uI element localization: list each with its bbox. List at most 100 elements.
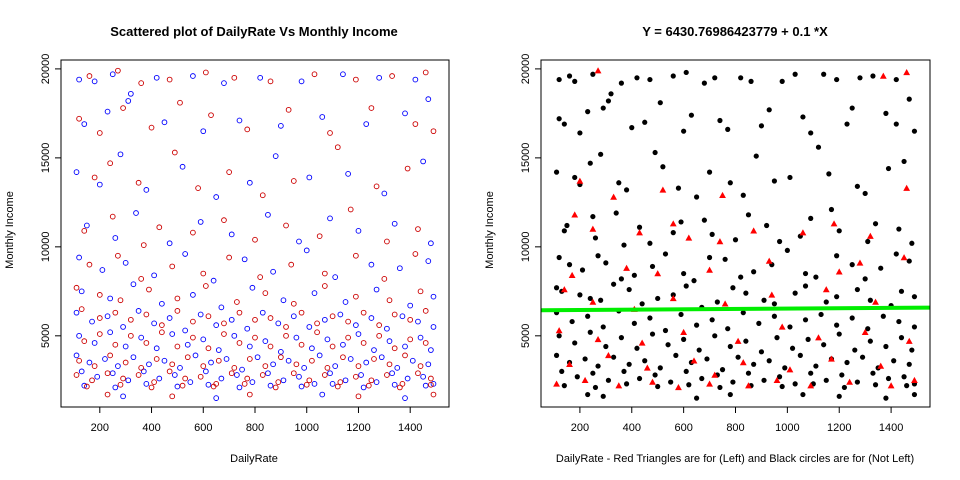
data-point <box>143 311 150 318</box>
data-point <box>73 352 80 359</box>
data-point <box>865 326 871 332</box>
data-point <box>409 357 416 364</box>
data-point <box>143 187 150 193</box>
data-point <box>76 332 82 339</box>
data-point <box>161 357 168 364</box>
data-point <box>792 71 798 77</box>
data-point <box>717 117 723 124</box>
data-point-triangle <box>903 69 911 76</box>
data-point <box>844 121 850 127</box>
data-point <box>358 372 364 378</box>
data-point <box>355 393 362 400</box>
data-point <box>402 343 408 350</box>
data-point-triangle <box>846 378 854 385</box>
data-point <box>709 231 715 237</box>
data-point <box>329 381 336 387</box>
data-point <box>712 333 718 339</box>
data-point-triangle <box>594 335 602 343</box>
right-chart: Y = 6430.76986423779 + 0.1 *X DailyRate … <box>484 24 931 465</box>
data-point <box>675 185 682 191</box>
data-point <box>368 377 375 384</box>
data-point <box>117 297 124 304</box>
data-point <box>649 331 656 337</box>
data-point <box>556 254 562 261</box>
data-point <box>605 377 612 383</box>
data-point-triangle <box>822 286 830 293</box>
data-point <box>288 261 295 268</box>
data-point <box>109 370 116 377</box>
data-point-triangle <box>786 366 794 373</box>
data-point <box>391 311 398 318</box>
data-point <box>272 384 279 391</box>
data-point <box>78 368 85 375</box>
data-point <box>751 361 757 367</box>
data-point <box>275 379 282 385</box>
data-point <box>151 272 157 279</box>
data-point <box>107 329 113 336</box>
data-point <box>556 333 562 339</box>
data-point <box>828 206 835 213</box>
data-point <box>611 281 617 287</box>
data-point <box>407 336 414 343</box>
data-point <box>683 283 689 289</box>
data-point <box>316 233 323 240</box>
data-point <box>642 358 648 364</box>
data-point <box>553 352 560 358</box>
data-point <box>73 284 80 291</box>
data-point <box>368 105 375 111</box>
data-point <box>670 73 676 79</box>
data-point <box>259 309 266 316</box>
data-point <box>771 301 778 307</box>
data-point-triangle <box>711 371 719 378</box>
data-point <box>691 278 697 284</box>
data-point <box>425 258 432 264</box>
data-point <box>422 69 429 76</box>
data-point <box>280 377 287 384</box>
data-point <box>727 391 733 398</box>
data-point <box>381 190 388 197</box>
data-point <box>290 178 297 184</box>
data-point <box>909 347 915 353</box>
data-point <box>135 308 142 314</box>
data-point <box>629 125 635 131</box>
data-point-triangle <box>856 259 864 266</box>
data-point <box>805 336 811 342</box>
data-point <box>577 130 583 136</box>
data-point <box>340 341 346 348</box>
data-point-triangle <box>669 295 677 302</box>
data-point <box>76 357 82 364</box>
data-point <box>391 381 398 388</box>
data-point <box>99 267 106 273</box>
data-point <box>148 384 155 391</box>
data-point <box>221 331 227 337</box>
data-point <box>386 297 393 304</box>
data-point <box>911 294 918 300</box>
data-point-triangle <box>807 382 815 389</box>
data-point <box>135 179 142 186</box>
data-point <box>96 315 103 321</box>
data-point <box>213 194 220 200</box>
data-point <box>657 365 663 371</box>
data-point-triangle <box>799 229 807 236</box>
data-point-triangle <box>685 234 693 241</box>
data-point <box>566 73 573 79</box>
data-point <box>782 365 788 371</box>
data-point <box>566 262 573 268</box>
data-point <box>190 292 196 298</box>
data-point <box>636 224 643 230</box>
data-point <box>611 354 617 360</box>
data-point <box>353 252 359 259</box>
data-point <box>184 341 191 348</box>
data-point <box>241 256 248 263</box>
data-point <box>412 251 419 257</box>
data-point <box>153 74 160 81</box>
data-point <box>870 370 876 376</box>
data-point-triangle <box>680 328 688 335</box>
data-point <box>303 381 310 388</box>
data-point <box>81 338 88 345</box>
data-point <box>402 352 408 359</box>
data-point <box>738 274 744 280</box>
data-point <box>187 379 194 385</box>
data-point <box>590 213 596 220</box>
data-point <box>179 163 186 170</box>
